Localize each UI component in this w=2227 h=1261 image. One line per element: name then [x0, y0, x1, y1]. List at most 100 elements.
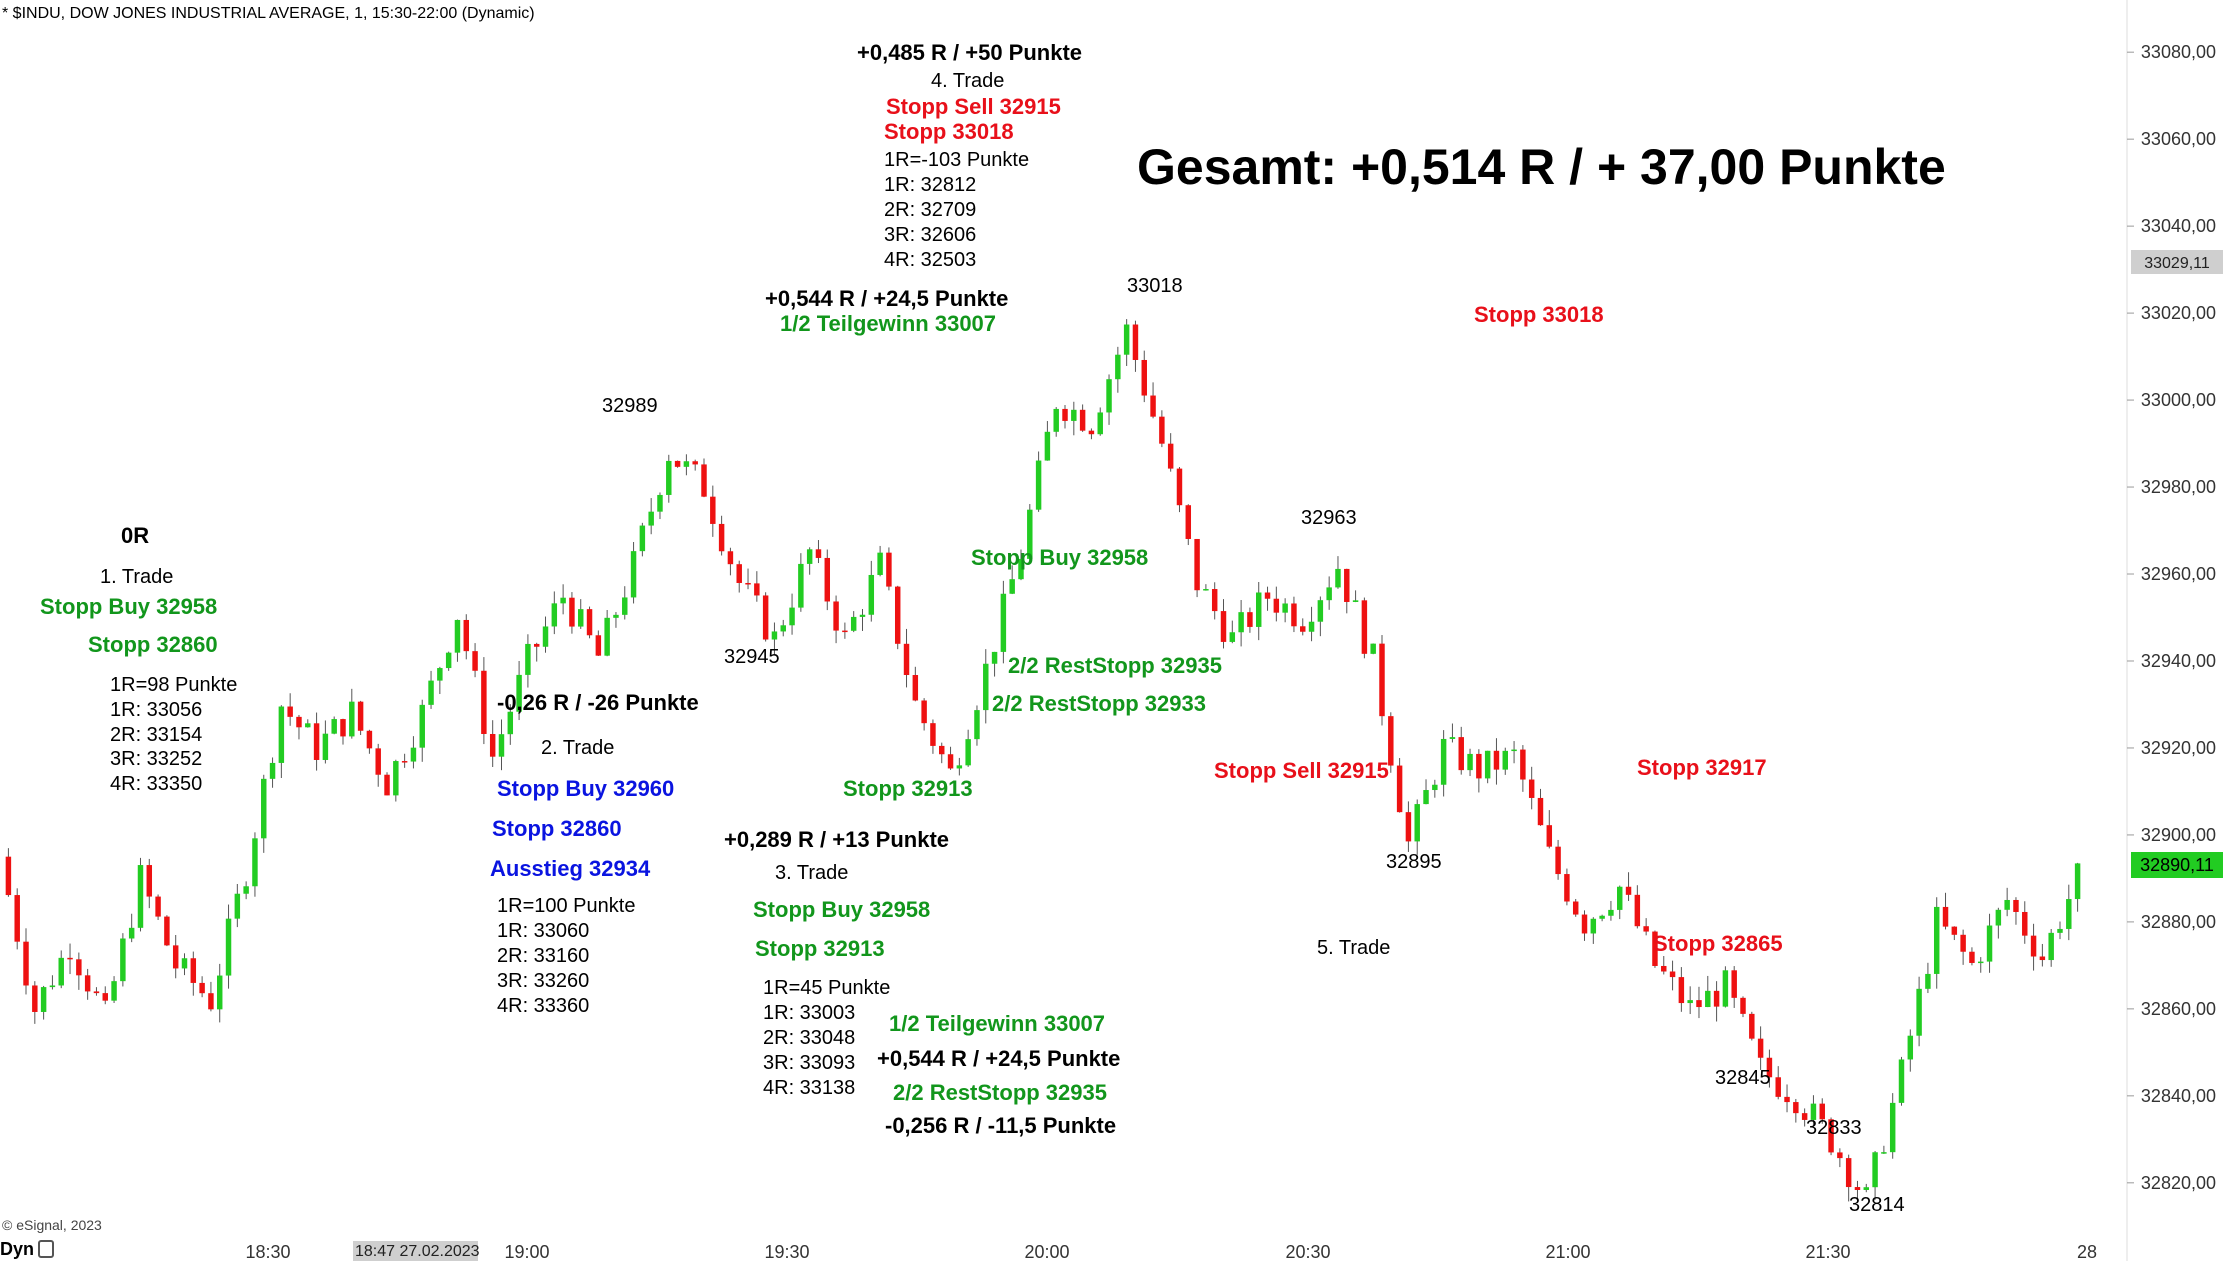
candle-body [225, 918, 232, 976]
candle-body [181, 958, 188, 969]
candle-body [613, 614, 619, 618]
t4-result: +0,485 R / +50 Punkte [857, 40, 1083, 65]
candle-body [850, 616, 857, 631]
candle-body [1484, 750, 1491, 779]
stop-33018: Stopp 33018 [1474, 302, 1604, 327]
t3-risk: 1R=45 Punkte [763, 977, 891, 999]
t1-title: 1. Trade [100, 566, 174, 588]
candle-body [111, 981, 117, 1001]
price-label-32833: 32833 [1806, 1117, 1862, 1139]
crosshair-price-badge: 33029,11 [2144, 255, 2210, 272]
candle-body [1801, 1113, 1808, 1120]
t2-1r: 1R: 33060 [497, 920, 590, 942]
candle-body [1819, 1103, 1825, 1120]
candle-body [76, 959, 82, 976]
candle-body [1079, 409, 1086, 431]
candle-body [1643, 926, 1649, 932]
candle-body [1088, 430, 1095, 435]
t3-partial-profit: 1/2 Teilgewinn 33007 [889, 1011, 1106, 1036]
candle-body [1115, 354, 1121, 380]
candle-body [1555, 846, 1561, 875]
candle-body [886, 552, 892, 587]
mid-partial-profit: 1/2 Teilgewinn 33007 [780, 311, 997, 336]
candle-body [1053, 408, 1059, 432]
candle-body [1520, 749, 1526, 780]
lock-icon[interactable] [38, 1240, 54, 1258]
candle-body [1203, 589, 1209, 591]
stop-sell-32915: Stopp Sell 32915 [1214, 758, 1389, 783]
candle-body [1749, 1013, 1755, 1039]
candle-body [172, 945, 179, 969]
candle-body [1449, 737, 1456, 739]
candle-body [2030, 935, 2037, 957]
candle-body [23, 941, 29, 986]
stop-32913: Stopp 32913 [843, 776, 973, 801]
candle-body [1291, 603, 1297, 627]
t3-rest-result: -0,256 R / -11,5 Punkte [885, 1113, 1117, 1138]
t1-1r: 1R: 33056 [110, 699, 203, 721]
candle-body [278, 706, 285, 763]
candle-body [516, 674, 522, 712]
x-axis-ticks: 18:30 19:00 19:30 20:00 20:30 21:00 21:30 28 [245, 1242, 2097, 1261]
t4-title: 4. Trade [931, 70, 1005, 92]
candle-body [1951, 926, 1958, 935]
candle-body [1123, 324, 1130, 355]
t1-2r: 2R: 33154 [110, 724, 203, 746]
candle-body [1678, 977, 1685, 1004]
candle-body [630, 551, 637, 598]
candle-body [1978, 961, 1984, 964]
price-label-32845: 32845 [1715, 1067, 1771, 1089]
price-label-32895: 32895 [1386, 851, 1442, 873]
price-label-32814: 32814 [1849, 1194, 1905, 1216]
candle-body [357, 701, 364, 731]
candle-body [1564, 874, 1570, 902]
candle-body [1009, 579, 1015, 594]
candle-body [727, 551, 734, 565]
t4-stop: Stopp 33018 [884, 119, 1014, 144]
candle-body [798, 563, 804, 608]
candle-body [974, 710, 980, 740]
candle-body [771, 631, 778, 640]
candle-body [939, 745, 945, 755]
t2-risk: 1R=100 Punkte [497, 895, 636, 917]
candle-body [375, 748, 381, 775]
candle-body [1669, 971, 1676, 978]
candle-body [1317, 600, 1324, 622]
candle-body [1167, 443, 1174, 469]
candle-body [1933, 906, 1940, 974]
candle-body [2048, 932, 2054, 961]
candle-body [551, 603, 558, 627]
candle-body [983, 663, 989, 711]
dyn-mode-label[interactable]: Dyn [0, 1239, 35, 1259]
candle-body [164, 916, 170, 946]
candle-body [1211, 589, 1218, 612]
candle-body [1194, 538, 1200, 591]
y-tick-label: 33060,00 [2141, 129, 2216, 149]
candle-body [1159, 416, 1165, 444]
t2-entry: Stopp Buy 32960 [497, 776, 675, 801]
candle-body [1185, 505, 1192, 539]
candle-body [384, 774, 390, 796]
y-tick-label: 32840,00 [2141, 1086, 2216, 1106]
candle-body [1528, 779, 1535, 798]
t3-partial-result: +0,544 R / +24,5 Punkte [877, 1046, 1121, 1071]
candle-body [1740, 997, 1746, 1014]
candle-body [1018, 558, 1024, 580]
candle-body [1361, 600, 1368, 654]
candle-body [481, 670, 487, 734]
candle-body [472, 651, 478, 671]
candle-body [1511, 749, 1517, 752]
t4-4r: 4R: 32503 [884, 249, 977, 271]
candle-body [1863, 1187, 1870, 1190]
candle-body [578, 609, 584, 627]
t3-2r: 2R: 33048 [763, 1027, 856, 1049]
y-tick-label: 33040,00 [2141, 216, 2216, 236]
price-label-32945: 32945 [724, 646, 780, 668]
candle-body [190, 958, 197, 983]
candle-body [1264, 592, 1271, 599]
t1-stop: Stopp 32860 [88, 632, 218, 657]
candle-body [296, 716, 302, 728]
candle-body [956, 765, 963, 769]
t4-entry: Stopp Sell 32915 [886, 94, 1061, 119]
